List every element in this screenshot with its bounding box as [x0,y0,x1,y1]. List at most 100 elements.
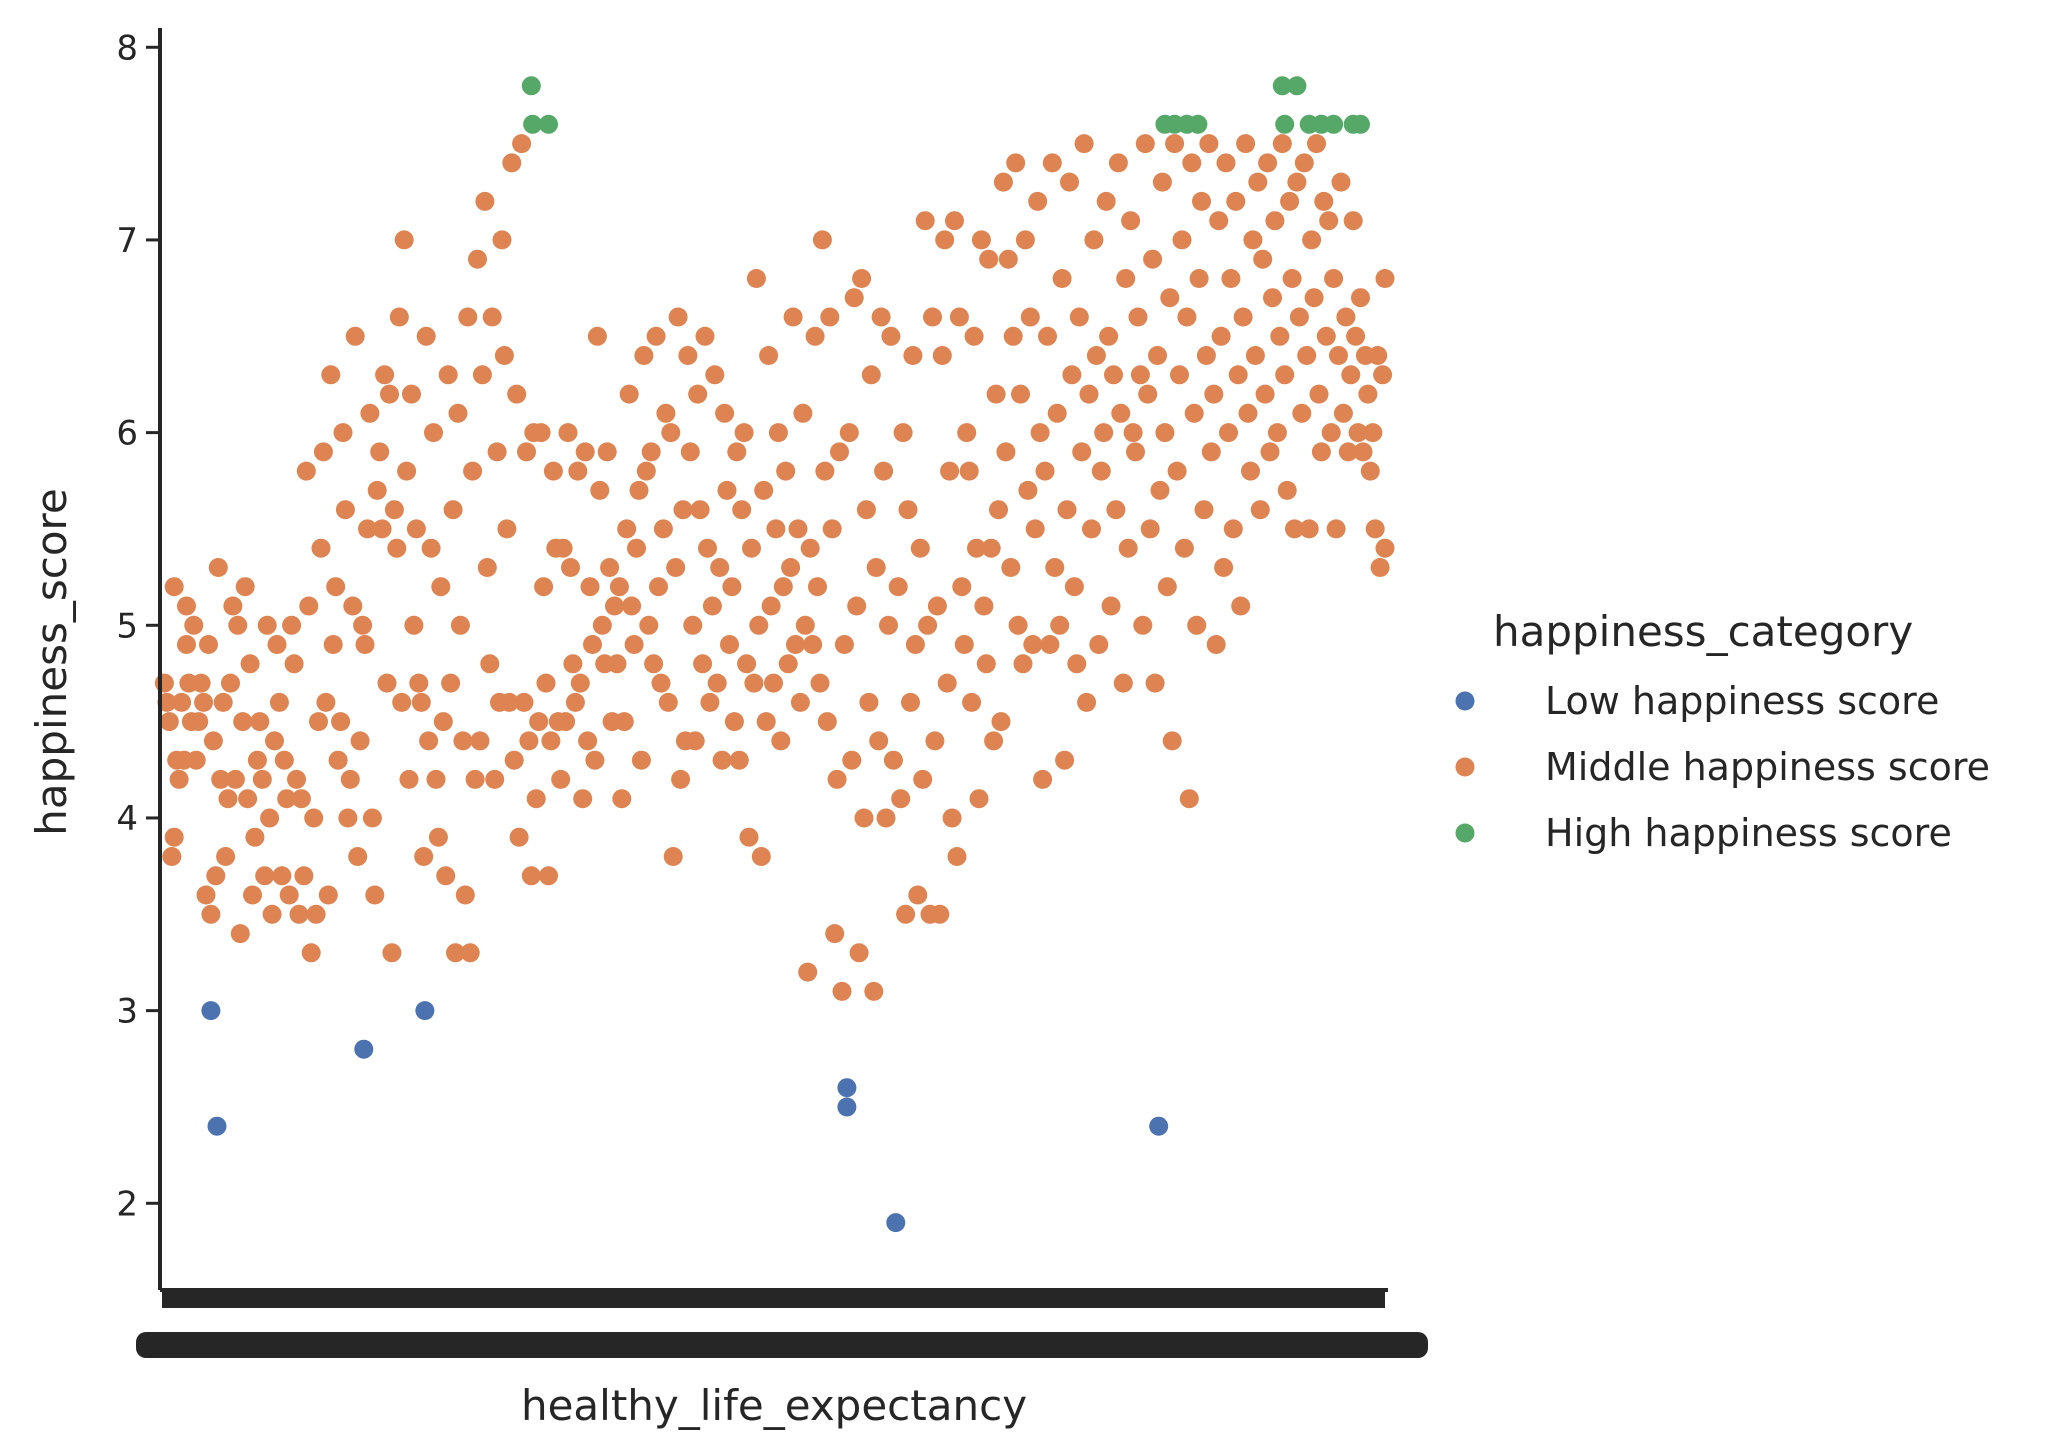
data-point [394,230,414,250]
data-point [543,461,563,481]
data-point [658,692,678,712]
data-point [267,635,287,654]
data-point [891,789,911,809]
data-point [159,712,179,732]
data-point [372,519,392,539]
data-point [810,673,830,693]
data-point [937,673,957,693]
data-point [585,750,605,770]
data-point [216,847,236,866]
data-point [196,885,216,905]
data-point [776,461,796,481]
data-point [517,442,536,462]
data-point [744,673,764,693]
data-point [1358,384,1378,404]
data-point [808,577,827,597]
data-point [1130,365,1150,385]
data-point [803,635,823,654]
data-point [218,789,238,809]
data-point [250,712,270,732]
data-point [279,885,299,905]
data-point [1346,326,1366,346]
data-point [362,808,382,828]
data-point [971,230,991,250]
data-point [1123,423,1143,443]
data-point [1324,269,1344,288]
data-point [901,692,920,712]
data-point [874,461,894,481]
data-point [502,153,522,173]
data-point [1165,134,1185,154]
data-point [370,442,390,462]
data-point [837,1097,857,1117]
data-point [1236,134,1256,154]
data-point [805,326,825,346]
data-point [649,577,668,597]
data-point [455,885,475,905]
data-point [189,712,209,732]
data-point [942,808,962,828]
data-point [238,789,258,809]
data-point [849,943,869,963]
data-point [979,249,999,269]
data-point [492,230,512,250]
data-point [1057,500,1077,520]
data-point [1373,365,1393,385]
data-point [526,789,546,809]
data-point [512,134,532,154]
data-point [822,519,842,539]
data-point [380,384,399,404]
data-point [1360,461,1380,481]
data-point [477,558,497,577]
data-point [790,692,810,712]
data-point [1194,500,1214,520]
data-point [313,442,333,462]
data-point [666,558,686,577]
data-point [1013,654,1033,674]
data-point [411,692,431,712]
data-point [1192,191,1211,211]
data-point [614,712,634,732]
data-point [847,596,867,616]
data-point [382,943,402,963]
data-point [1206,635,1226,654]
data-point [605,596,624,616]
data-point [294,866,314,886]
data-point [661,423,681,443]
data-point [962,692,982,712]
data-point [1001,558,1021,577]
data-point [311,538,331,558]
data-point [1025,519,1045,539]
data-point [1201,442,1221,462]
data-point [1221,269,1241,288]
data-point [732,500,752,520]
data-point [458,307,478,327]
data-point [1133,615,1153,635]
data-point [641,442,661,462]
data-point [1228,365,1248,385]
data-point [949,307,969,327]
data-point [1336,307,1356,327]
data-point [225,769,245,789]
data-point [541,731,561,751]
data-point [898,500,918,520]
data-point [504,750,524,770]
data-point [570,673,590,693]
data-point [1149,1116,1169,1136]
data-point [201,904,221,924]
data-point [333,423,353,443]
data-point [1184,403,1204,423]
data-point [671,769,691,789]
data-point [223,596,243,616]
data-point [1047,403,1067,423]
data-point [1138,384,1158,404]
data-point [243,885,262,905]
data-point [1277,480,1297,500]
data-point [534,577,554,597]
data-point [1321,423,1341,443]
data-point [737,654,757,674]
data-point [1189,269,1209,288]
data-point [781,558,801,577]
data-point [260,808,280,828]
